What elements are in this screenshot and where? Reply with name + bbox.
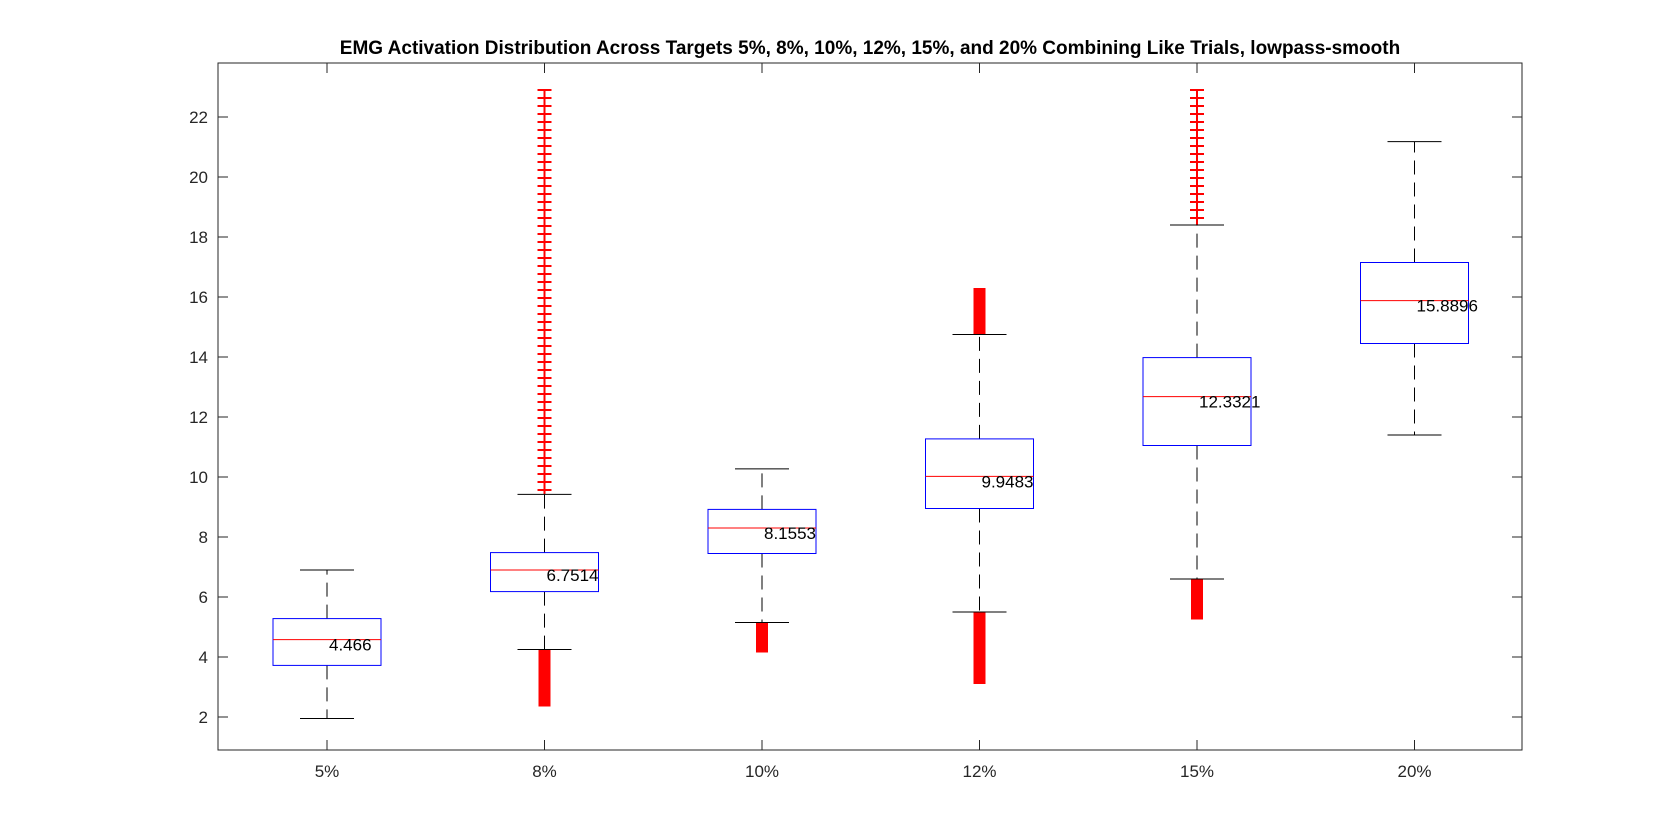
x-tick-label: 15%: [1180, 762, 1214, 781]
box-12pct-label: 9.9483: [982, 472, 1034, 491]
y-tick-label: 18: [189, 228, 208, 247]
y-tick-label: 4: [199, 648, 208, 667]
chart-title: EMG Activation Distribution Across Targe…: [340, 38, 1400, 59]
x-tick-label: 8%: [532, 762, 557, 781]
box-12pct-outliers-high-band: [973, 288, 986, 335]
y-tick-label: 14: [189, 348, 208, 367]
y-tick-label: 12: [189, 408, 208, 427]
box-12pct-iqr: [925, 438, 1034, 509]
box-12pct-outliers-low-band: [973, 612, 986, 684]
box-8pct-iqr: [490, 552, 599, 593]
box-10pct-outliers-low-band: [756, 622, 768, 653]
box-10pct-label: 8.1553: [764, 524, 816, 543]
box-10pct-iqr: [707, 508, 817, 554]
box-15pct-label: 12.3321: [1199, 393, 1260, 412]
y-tick-label: 2: [199, 708, 208, 727]
box-15pct-iqr: [1142, 357, 1252, 447]
box-8pct-outliers-low-band: [538, 649, 551, 707]
box-8pct-label: 6.7514: [547, 566, 599, 585]
y-tick-label: 22: [189, 108, 208, 127]
y-tick-label: 8: [199, 528, 208, 547]
box-15pct-outliers-low-band: [1191, 579, 1203, 620]
box-5pct-label: 4.466: [329, 636, 372, 655]
y-tick-label: 6: [199, 588, 208, 607]
y-tick-label: 16: [189, 288, 208, 307]
box-5pct-iqr: [272, 618, 382, 666]
y-tick-label: 20: [189, 168, 208, 187]
plot-area: 2 4 6 8 10 12 14 16 18 20 22 5% 8% 10% 12% 15% 20% 4.466 6…: [189, 62, 1523, 781]
axes-frame: [217, 62, 1523, 751]
x-tick-label: 20%: [1397, 762, 1431, 781]
box-20pct-iqr: [1360, 262, 1469, 344]
box-20pct-label: 15.8896: [1417, 297, 1478, 316]
x-tick-label: 5%: [315, 762, 340, 781]
x-tick-label: 12%: [962, 762, 996, 781]
y-tick-label: 10: [189, 468, 208, 487]
x-tick-label: 10%: [745, 762, 779, 781]
